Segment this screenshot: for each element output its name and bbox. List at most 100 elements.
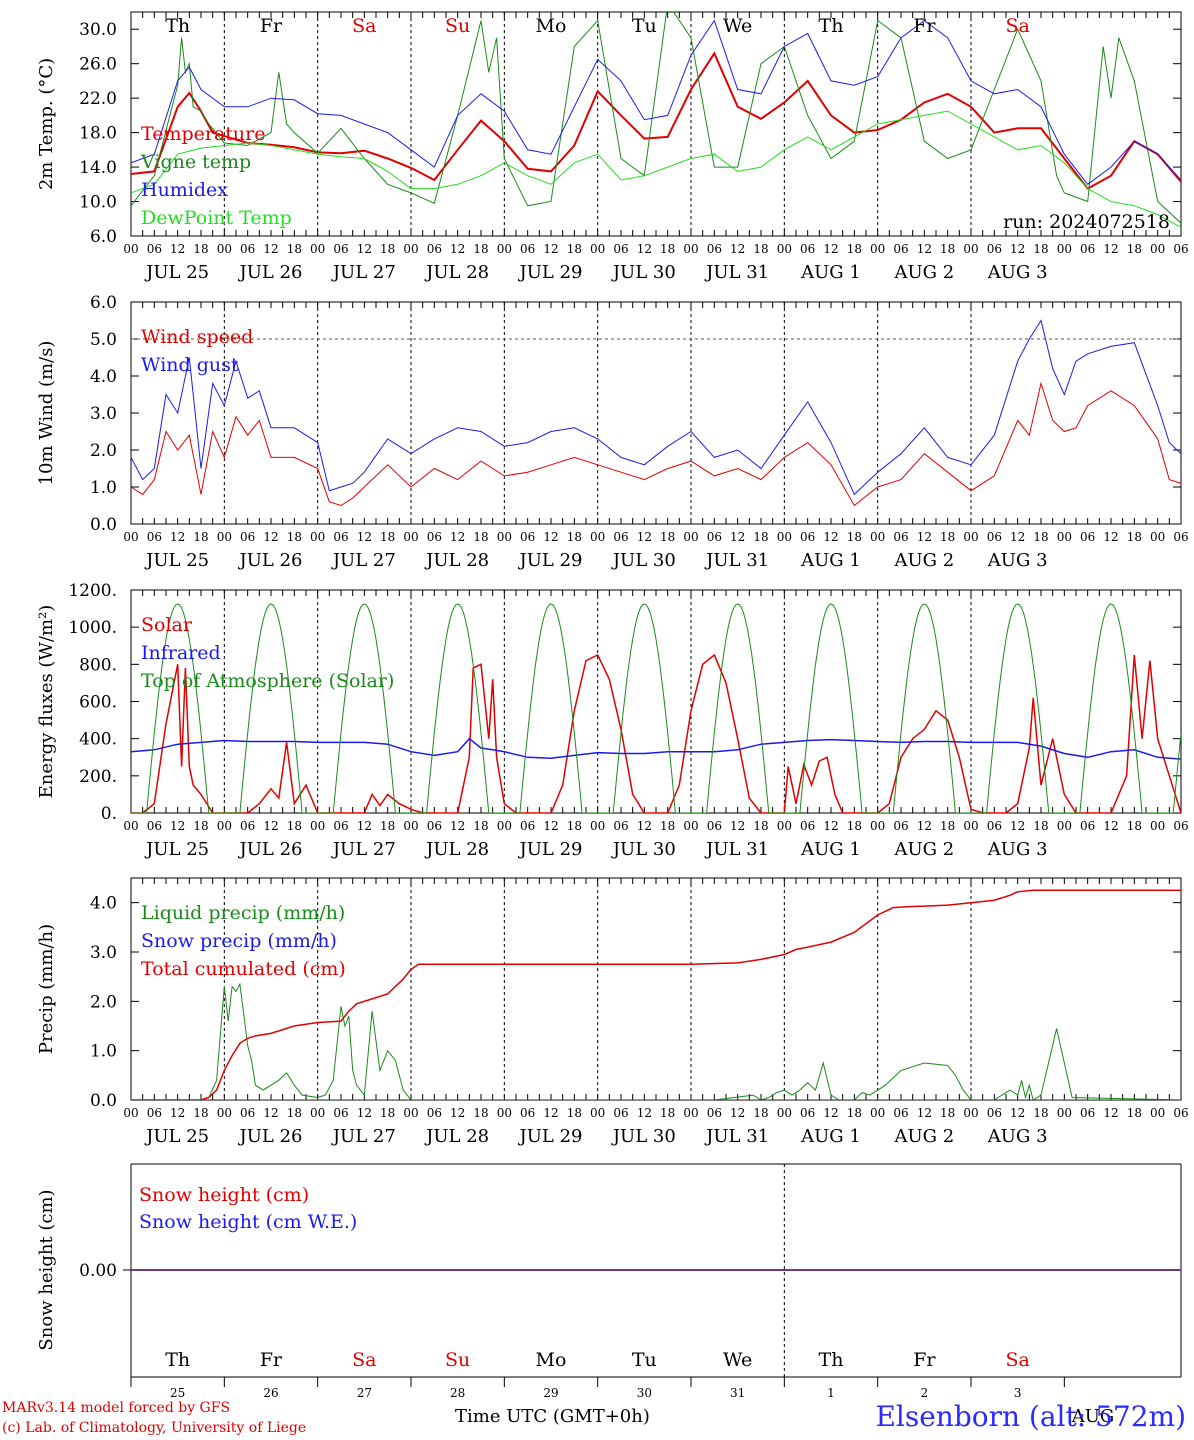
hour-tick-label: 18 bbox=[1127, 819, 1142, 833]
snow-day-number: 25 bbox=[170, 1386, 185, 1400]
hour-tick-label: 00 bbox=[777, 530, 792, 544]
hour-tick-label: 06 bbox=[333, 530, 348, 544]
hour-tick-label: 18 bbox=[660, 242, 675, 256]
legend-vigne-temp: Vigne temp bbox=[140, 151, 251, 173]
date-label: JUL 30 bbox=[611, 550, 676, 571]
hour-tick-label: 12 bbox=[1010, 819, 1025, 833]
legend-liquid-precip-mm-h-: Liquid precip (mm/h) bbox=[141, 902, 345, 924]
legend-humidex: Humidex bbox=[141, 179, 228, 201]
hour-tick-label: 06 bbox=[613, 242, 628, 256]
hour-tick-label: 06 bbox=[800, 530, 815, 544]
y-tick-label: 200. bbox=[79, 767, 117, 787]
lab-credit: (c) Lab. of Climatology, University of L… bbox=[2, 1420, 307, 1436]
hour-tick-label: 00 bbox=[1150, 530, 1165, 544]
hour-tick-label: 00 bbox=[497, 1106, 512, 1120]
hour-tick-label: 06 bbox=[147, 1106, 162, 1120]
hour-tick-label: 12 bbox=[263, 1106, 278, 1120]
hour-tick-label: 00 bbox=[403, 1106, 418, 1120]
snow-day-number: 31 bbox=[730, 1386, 745, 1400]
series-wind-speed bbox=[131, 381, 1181, 507]
hour-tick-label: 12 bbox=[450, 242, 465, 256]
y-tick-label: 6.0 bbox=[90, 293, 117, 313]
hour-tick-label: 00 bbox=[590, 819, 605, 833]
hour-tick-label: 00 bbox=[1057, 819, 1072, 833]
hour-tick-label: 18 bbox=[660, 1106, 675, 1120]
date-label: AUG 3 bbox=[987, 1126, 1048, 1147]
hour-tick-label: 06 bbox=[707, 530, 722, 544]
hour-tick-label: 00 bbox=[590, 530, 605, 544]
hour-tick-label: 12 bbox=[543, 1106, 558, 1120]
hour-tick-label: 06 bbox=[147, 819, 162, 833]
hour-tick-label: 00 bbox=[963, 242, 978, 256]
hour-tick-label: 00 bbox=[963, 530, 978, 544]
hour-tick-label: 12 bbox=[823, 1106, 838, 1120]
snow-weekday-label: Sa bbox=[1005, 1349, 1029, 1371]
snow-weekday-label: Su bbox=[445, 1349, 470, 1371]
hour-tick-label: 06 bbox=[987, 530, 1002, 544]
hour-tick-label: 12 bbox=[917, 1106, 932, 1120]
weekday-label: Th bbox=[165, 15, 190, 37]
hour-tick-label: 06 bbox=[1080, 819, 1095, 833]
hour-tick-label: 06 bbox=[333, 819, 348, 833]
hour-tick-label: 06 bbox=[613, 819, 628, 833]
hour-tick-label: 18 bbox=[287, 1106, 302, 1120]
hour-tick-label: 18 bbox=[940, 1106, 955, 1120]
hour-tick-label: 06 bbox=[707, 819, 722, 833]
hour-tick-label: 00 bbox=[590, 242, 605, 256]
weekday-label: Sa bbox=[352, 15, 376, 37]
hour-tick-label: 06 bbox=[1080, 242, 1095, 256]
hour-tick-label: 00 bbox=[310, 530, 325, 544]
snow-weekday-label: Fr bbox=[913, 1349, 936, 1371]
date-label: JUL 27 bbox=[331, 1126, 396, 1147]
hour-tick-label: 18 bbox=[940, 242, 955, 256]
hour-tick-label: 00 bbox=[497, 242, 512, 256]
hour-tick-label: 00 bbox=[870, 819, 885, 833]
hour-tick-label: 06 bbox=[613, 1106, 628, 1120]
legend-wind-gust: Wind gust bbox=[141, 354, 239, 376]
hour-tick-label: 06 bbox=[800, 819, 815, 833]
hour-tick-label: 00 bbox=[1057, 242, 1072, 256]
hour-tick-label: 18 bbox=[193, 242, 208, 256]
hour-tick-label: 18 bbox=[1033, 819, 1048, 833]
hour-tick-label: 06 bbox=[893, 242, 908, 256]
hour-tick-label: 18 bbox=[380, 1106, 395, 1120]
hour-tick-label: 18 bbox=[753, 242, 768, 256]
snow-day-number: 29 bbox=[543, 1386, 558, 1400]
plot-frame bbox=[130, 301, 1182, 525]
hour-tick-label: 12 bbox=[730, 1106, 745, 1120]
legend-total-cumulated-cm-: Total cumulated (cm) bbox=[141, 958, 346, 980]
hour-tick-label: 06 bbox=[427, 242, 442, 256]
hour-tick-label: 06 bbox=[893, 1106, 908, 1120]
hour-tick-label: 00 bbox=[123, 1106, 138, 1120]
y-tick-label: 3.0 bbox=[90, 943, 117, 963]
hour-tick-label: 18 bbox=[847, 819, 862, 833]
series-infrared bbox=[131, 737, 1181, 760]
y-tick-label: 0.00 bbox=[79, 1261, 117, 1281]
hour-tick-label: 18 bbox=[193, 530, 208, 544]
hour-tick-label: 18 bbox=[1127, 530, 1142, 544]
snow-weekday-label: Fr bbox=[260, 1349, 283, 1371]
hour-tick-label: 06 bbox=[427, 1106, 442, 1120]
hour-tick-label: 18 bbox=[1033, 1106, 1048, 1120]
hour-tick-label: 00 bbox=[1150, 819, 1165, 833]
series-wind-gust bbox=[131, 319, 1181, 496]
date-label: AUG 1 bbox=[800, 1126, 861, 1147]
hour-tick-label: 00 bbox=[1150, 1106, 1165, 1120]
hour-tick-label: 12 bbox=[170, 1106, 185, 1120]
hour-tick-label: 00 bbox=[1057, 530, 1072, 544]
y-tick-label: 1.0 bbox=[90, 1042, 117, 1062]
date-label: AUG 3 bbox=[987, 550, 1048, 571]
hour-tick-label: 06 bbox=[520, 819, 535, 833]
axis-energy-label: Energy fluxes (W/m²) bbox=[36, 605, 57, 799]
hour-tick-label: 18 bbox=[1127, 242, 1142, 256]
date-label: JUL 27 bbox=[331, 550, 396, 571]
date-label: JUL 28 bbox=[424, 839, 489, 860]
snow-day-number: 3 bbox=[1014, 1386, 1022, 1400]
hour-tick-label: 18 bbox=[193, 1106, 208, 1120]
hour-tick-label: 06 bbox=[520, 1106, 535, 1120]
axis-temp-label: 2m Temp. (°C) bbox=[36, 58, 57, 190]
legend-solar: Solar bbox=[141, 614, 193, 636]
hour-tick-label: 00 bbox=[683, 819, 698, 833]
y-tick-label: 1200. bbox=[68, 581, 117, 601]
snow-weekday-label: We bbox=[723, 1349, 752, 1371]
